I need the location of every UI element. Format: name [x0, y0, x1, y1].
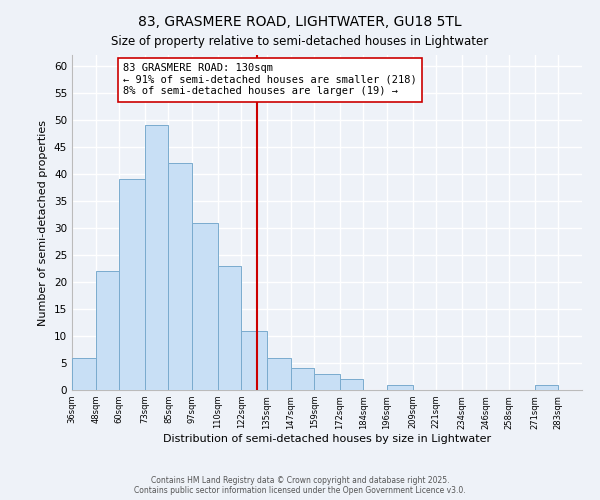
- Text: Contains HM Land Registry data © Crown copyright and database right 2025.
Contai: Contains HM Land Registry data © Crown c…: [134, 476, 466, 495]
- Bar: [119, 180, 145, 390]
- Bar: [218, 266, 241, 390]
- Text: 83, GRASMERE ROAD, LIGHTWATER, GU18 5TL: 83, GRASMERE ROAD, LIGHTWATER, GU18 5TL: [138, 15, 462, 29]
- Bar: [241, 330, 267, 390]
- Bar: [314, 374, 340, 390]
- Bar: [169, 163, 192, 390]
- X-axis label: Distribution of semi-detached houses by size in Lightwater: Distribution of semi-detached houses by …: [163, 434, 491, 444]
- Bar: [535, 384, 559, 390]
- Y-axis label: Number of semi-detached properties: Number of semi-detached properties: [38, 120, 49, 326]
- Bar: [290, 368, 314, 390]
- Bar: [72, 358, 95, 390]
- Bar: [192, 222, 218, 390]
- Text: 83 GRASMERE ROAD: 130sqm
← 91% of semi-detached houses are smaller (218)
8% of s: 83 GRASMERE ROAD: 130sqm ← 91% of semi-d…: [123, 63, 417, 96]
- Bar: [267, 358, 290, 390]
- Text: Size of property relative to semi-detached houses in Lightwater: Size of property relative to semi-detach…: [112, 35, 488, 48]
- Bar: [145, 125, 169, 390]
- Bar: [95, 271, 119, 390]
- Bar: [387, 384, 413, 390]
- Bar: [340, 379, 364, 390]
